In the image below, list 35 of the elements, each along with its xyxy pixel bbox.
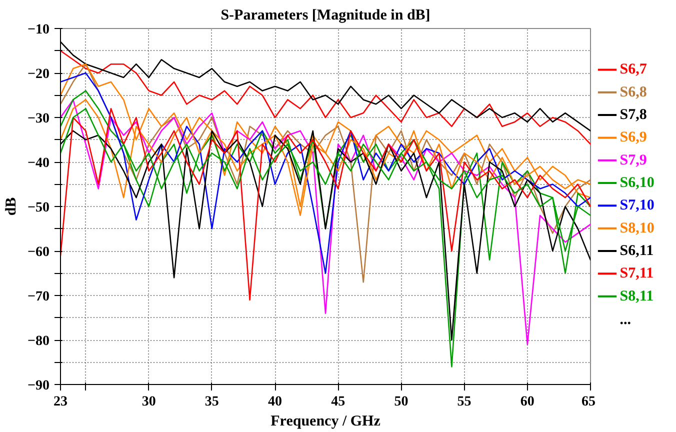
- text: ...: [620, 312, 632, 328]
- legend-label: S6,7: [620, 62, 648, 78]
- x-tick-label: 60: [520, 394, 534, 410]
- x-tick-label: 40: [268, 394, 282, 410]
- y-tick-label: −90: [28, 378, 50, 394]
- y-tick-label: −50: [28, 200, 50, 216]
- y-tick-label: −20: [28, 67, 50, 82]
- x-tick-label: 23: [54, 394, 68, 410]
- y-tick-label: −60: [28, 245, 50, 260]
- legend-label: S7,9: [620, 152, 647, 168]
- legend-label: S8,10: [620, 220, 654, 236]
- x-tick-label: 65: [582, 394, 596, 410]
- legend-label: S6,11: [620, 243, 654, 259]
- x-axis-title: Frequency / GHz: [270, 414, 381, 430]
- legend-label: S6,10: [620, 175, 654, 192]
- line-series: [60, 50, 590, 145]
- y-tick-label: −80: [28, 334, 50, 349]
- y-tick-label: −10: [28, 22, 50, 38]
- legend-label: S7,10: [620, 198, 654, 214]
- y-axis-title: dB: [4, 197, 20, 216]
- legend-label: S6,9: [620, 130, 647, 146]
- y-tick-label: −30: [28, 112, 50, 126]
- chart-title: S-Parameters [Magnitude in dB]: [220, 8, 430, 24]
- legend-label: S7,11: [620, 266, 654, 282]
- legend-label: S6,8: [620, 84, 647, 100]
- x-tick-label: 30: [142, 394, 156, 410]
- x-tick-label: 55: [457, 394, 472, 410]
- y-tick-label: −40: [28, 156, 50, 171]
- x-tick-label: 50: [394, 394, 408, 410]
- line-series: [60, 108, 590, 301]
- legend-label: S7,8: [620, 107, 647, 124]
- legend-label: S8,11: [620, 288, 654, 304]
- x-tick-label: 45: [331, 394, 346, 410]
- x-tick-label: 35: [204, 394, 219, 410]
- y-tick-label: −70: [28, 290, 50, 304]
